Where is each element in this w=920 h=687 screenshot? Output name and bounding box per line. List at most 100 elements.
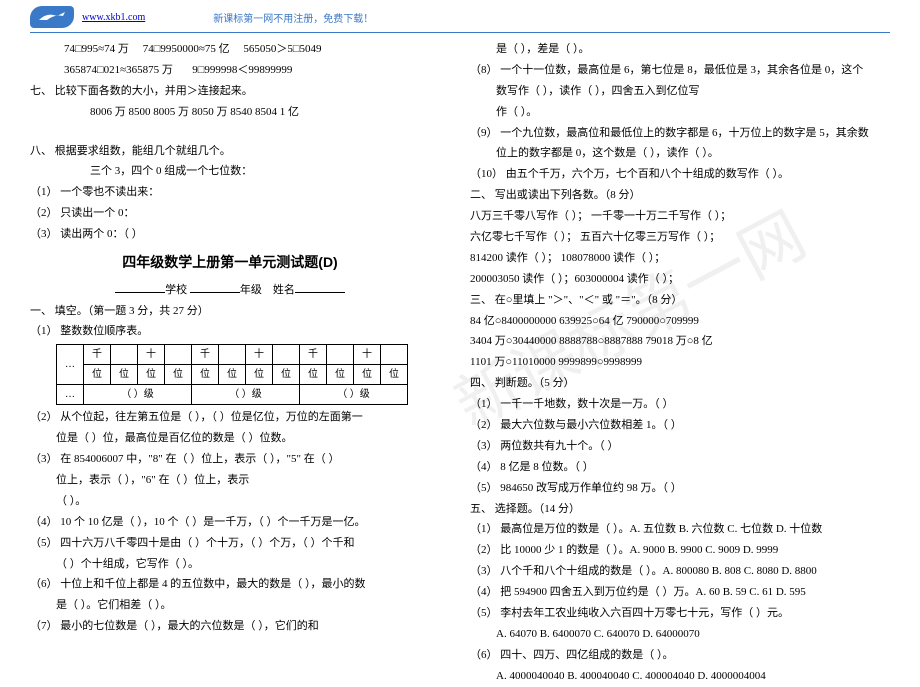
label-school: 学校 — [165, 284, 187, 296]
q1-7: （7） 最小的七位数是（ ），最大的六位数是（ ），它们的和 — [30, 616, 430, 637]
section-8b: （1） 一个零也不读出来： — [30, 182, 430, 203]
document-content: 74□995≈74 万 74□9950000≈75 亿 565050＞5□504… — [0, 39, 920, 687]
p5: 五、 选择题。（14 分） — [470, 499, 870, 520]
text: 74□995≈74 万 — [64, 43, 129, 55]
page-header: www.xkb1.com 新课标第一网不用注册，免费下载！ — [0, 0, 920, 30]
cell: 位 — [327, 365, 354, 385]
section-7: 七、 比较下面各数的大小，并用＞连接起来。 — [30, 81, 430, 102]
cell: … — [57, 385, 84, 405]
cell: 位 — [165, 365, 192, 385]
q1-3a: （3） 在 854006007 中，"8" 在（ ）位上，表示（ ），"5" 在… — [30, 449, 430, 470]
cell: 十 — [246, 345, 273, 365]
right-column: 是（ ），差是（ ）。 （8） 一个十一位数，最高位是 6，第七位是 8，最低位… — [470, 39, 870, 687]
cell — [327, 345, 354, 365]
section-8a: 三个 3，四个 0 组成一个七位数： — [30, 161, 430, 182]
paper-title: 四年级数学上册第一单元测试题(D) — [30, 249, 430, 276]
site-logo — [30, 6, 74, 28]
p5-4: （4） 把 594900 四舍五入到万位约是（ ）万。A. 60 B. 59 C… — [470, 582, 870, 603]
cell: 位 — [111, 365, 138, 385]
text: 365874□021≈365875 万 — [64, 64, 173, 76]
q1-4: （4） 10 个 10 亿是（ ），10 个（ ）是一千万，（ ）个一千万是一亿… — [30, 512, 430, 533]
cell: 位 — [354, 365, 381, 385]
text: 74□9950000≈75 亿 — [143, 43, 230, 55]
cell — [165, 345, 192, 365]
cell: 位 — [138, 365, 165, 385]
cell: 位 — [246, 365, 273, 385]
q1-5b: （ ）个十组成，它写作（ ）。 — [30, 554, 430, 575]
p4-3: （3） 两位数共有九十个。（ ） — [470, 436, 870, 457]
p2-1a: 八万三千零八写作（ ）； 一千零一十万二千写作（ ）； — [470, 206, 870, 227]
label-grade: 年级 — [240, 284, 262, 296]
table-row: 位 位 位 位 位 位 位 位 位 位 位 位 — [57, 365, 408, 385]
q1-6a: （6） 十位上和千位上都是 4 的五位数中，最大的数是（ ），最小的数 — [30, 574, 430, 595]
text: 565050＞5□5049 — [243, 43, 321, 55]
p4-1: （1） 一千一千地数，数十次是一万。（ ） — [470, 394, 870, 415]
r9b: 位上的数字都是 0，这个数是（ ），读作（ ）。 — [470, 143, 870, 164]
cell: 千 — [192, 345, 219, 365]
q1-6b: 是（ ）。它们相差（ ）。 — [30, 595, 430, 616]
p3: 三、 在○里填上 "＞"、"＜" 或 "＝"。（8 分） — [470, 290, 870, 311]
q1-2a: （2） 从个位起，往左第五位是（ ），（ ）位是亿位，万位的左面第一 — [30, 407, 430, 428]
logo-swoosh-icon — [37, 10, 67, 24]
p5-5a: （5） 李村去年工农业纯收入六百四十万零七十元，写作（ ）元。 — [470, 603, 870, 624]
table-row: … 千 十 千 十 千 十 — [57, 345, 408, 365]
p2-1b: 六亿零七千写作（ ）； 五百六十亿零三万写作（ ）； — [470, 227, 870, 248]
cell — [381, 345, 408, 365]
line-q6-2: 365874□021≈365875 万 9□999998＜99899999 — [30, 60, 430, 81]
header-divider — [30, 32, 890, 33]
part-1: 一、 填空。（第一题 3 分，共 27 分） — [30, 301, 430, 322]
r10: （10） 由五个千万，六个万，七个百和八个十组成的数写作（ ）。 — [470, 164, 870, 185]
section-8: 八、 根据要求组数，能组几个就组几个。 — [30, 141, 430, 162]
p2-2a: 814200 读作（ ）； 108078000 读作（ ）； — [470, 248, 870, 269]
table-row: … （ ）级 （ ）级 （ ）级 — [57, 385, 408, 405]
p3-1: 84 亿○8400000000 639925○64 亿 790000○70999… — [470, 311, 870, 332]
p4-2: （2） 最大六位数与最小六位数相差 1。（ ） — [470, 415, 870, 436]
cell: … — [57, 345, 84, 385]
p5-1: （1） 最高位是万位的数是（ ）。A. 五位数 B. 六位数 C. 七位数 D.… — [470, 519, 870, 540]
section-7-nums: 8006 万 8500 8005 万 8050 万 8540 8504 1 亿 — [30, 102, 430, 123]
p2-2b: 200003050 读作（ ）；603000004 读作（ ）； — [470, 269, 870, 290]
cell: 十 — [354, 345, 381, 365]
place-value-table: … 千 十 千 十 千 十 位 位 位 位 位 位 位 — [56, 344, 408, 405]
cell: 位 — [300, 365, 327, 385]
site-slogan: 新课标第一网不用注册，免费下载！ — [213, 10, 373, 25]
cell — [219, 345, 246, 365]
r8c: 作（ ）。 — [470, 102, 870, 123]
cell: （ ）级 — [84, 385, 192, 405]
p3-3: 1101 万○11010000 9999899○9998999 — [470, 352, 870, 373]
p5-6a: （6） 四十、四万、四亿组成的数是（ ）。 — [470, 645, 870, 666]
cell: 位 — [381, 365, 408, 385]
p5-2: （2） 比 10000 少 1 的数是（ ）。A. 9000 B. 9900 C… — [470, 540, 870, 561]
left-column: 74□995≈74 万 74□9950000≈75 亿 565050＞5□504… — [30, 39, 430, 687]
cell: 位 — [219, 365, 246, 385]
cell: 千 — [300, 345, 327, 365]
cell: （ ）级 — [300, 385, 408, 405]
student-info: 学校 年级 姓名 — [30, 280, 430, 301]
q1-5a: （5） 四十六万八千零四十是由（ ）个十万，（ ）个万，（ ）个千和 — [30, 533, 430, 554]
section-8c: （2） 只读出一个 0： — [30, 203, 430, 224]
cell: 位 — [84, 365, 111, 385]
p5-3: （3） 八个千和八个十组成的数是（ ）。A. 800080 B. 808 C. … — [470, 561, 870, 582]
p2: 二、 写出或读出下列各数。（8 分） — [470, 185, 870, 206]
p5-5b: A. 64070 B. 6400070 C. 640070 D. 6400007… — [470, 624, 870, 645]
cell: （ ）级 — [192, 385, 300, 405]
label-name: 姓名 — [273, 284, 295, 296]
p4: 四、 判断题。（5 分） — [470, 373, 870, 394]
cell: 十 — [138, 345, 165, 365]
p4-4: （4） 8 亿是 8 位数。（ ） — [470, 457, 870, 478]
r8a: （8） 一个十一位数，最高位是 6，第七位是 8，最低位是 3，其余各位是 0，… — [470, 60, 870, 81]
cell — [111, 345, 138, 365]
site-link[interactable]: www.xkb1.com — [82, 12, 145, 23]
q1-1: （1） 整数数位顺序表。 — [30, 321, 430, 342]
p5-6b: A. 4000040040 B. 400040040 C. 400004040 … — [470, 666, 870, 687]
text: 9□999998＜99899999 — [192, 64, 292, 76]
line-q6-1: 74□995≈74 万 74□9950000≈75 亿 565050＞5□504… — [30, 39, 430, 60]
p4-5: （5） 984650 改写成万作单位约 98 万。（ ） — [470, 478, 870, 499]
cell — [273, 345, 300, 365]
r8b: 数写作（ ），读作（ ），四舍五入到亿位写 — [470, 81, 870, 102]
p3-2: 3404 万○30440000 8888788○8887888 79018 万○… — [470, 331, 870, 352]
q1-3b: 位上，表示（ ），"6" 在（ ）位上，表示 — [30, 470, 430, 491]
cell: 千 — [84, 345, 111, 365]
q1-2b: 位是（ ）位，最高位是百亿位的数是（ ）位数。 — [30, 428, 430, 449]
q1-3c: （ ）。 — [30, 491, 430, 512]
